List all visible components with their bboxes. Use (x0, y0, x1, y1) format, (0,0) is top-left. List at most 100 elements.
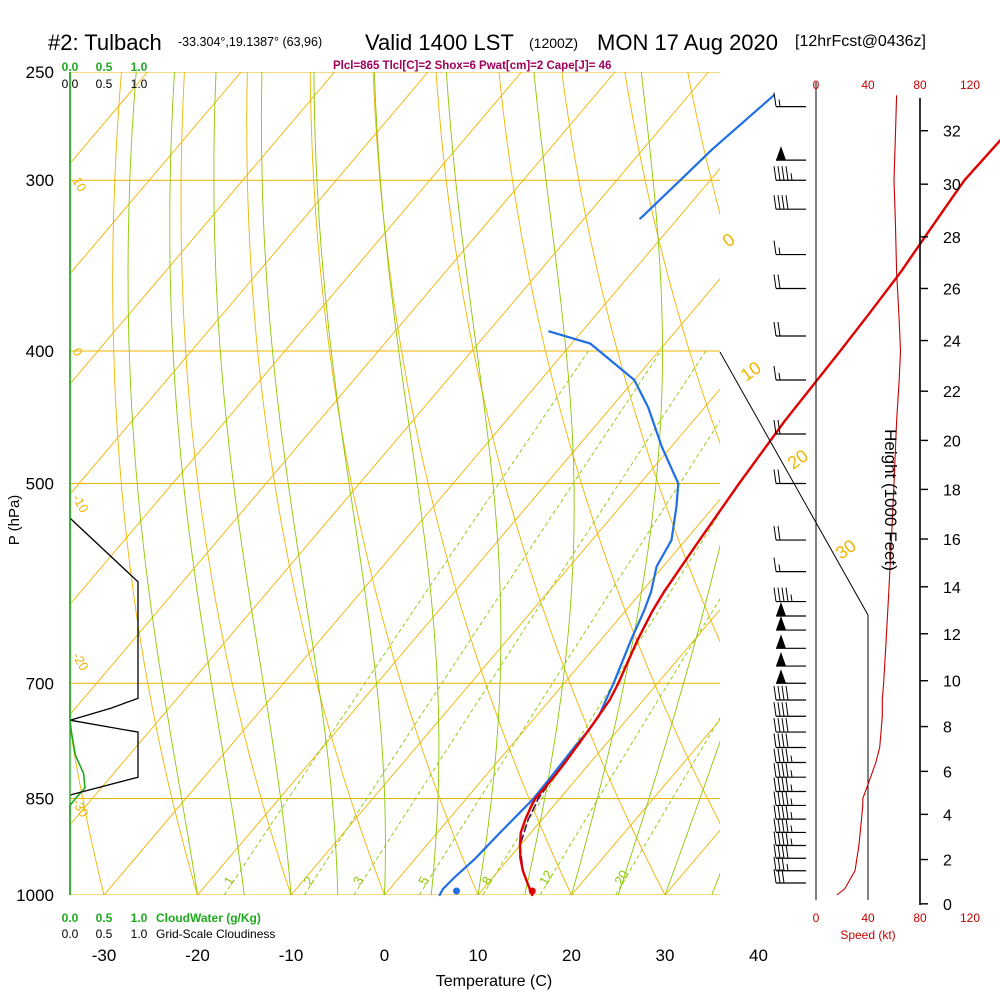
wind-barb-full (778, 718, 780, 732)
wind-barb-half (791, 838, 792, 845)
wind-barb (774, 763, 806, 777)
wind-barb-flag (776, 669, 786, 683)
wind-barb-full (786, 718, 788, 732)
wind-speed-tick-bottom: 40 (861, 911, 875, 925)
wind-barb-full (774, 588, 776, 602)
wind-barb (774, 749, 806, 763)
wind-barb (774, 195, 806, 209)
diagram-lines (0, 72, 1000, 895)
valid-date: MON 17 Aug 2020 (597, 30, 778, 56)
wind-barb-full (782, 718, 784, 732)
wind-barb-full (774, 749, 776, 763)
temperature-tick-label: 30 (656, 946, 675, 965)
wind-barb (774, 702, 806, 716)
temperature-tick-label: 20 (562, 946, 581, 965)
mixing-ratio-label: 1 (220, 874, 237, 888)
wind-barb-half (791, 825, 792, 832)
height-tick-label: 24 (943, 334, 961, 351)
wind-barb (774, 805, 806, 819)
wind-barb-full (786, 791, 788, 805)
wind-barb-full (774, 166, 776, 180)
wind-barb-full (778, 322, 780, 336)
wind-barb-full (782, 831, 784, 845)
wind-barb (774, 93, 806, 107)
surface-temperature-dot (529, 888, 536, 895)
valid-time: Valid 1400 LST (365, 30, 514, 56)
height-tick-label: 0 (943, 897, 952, 914)
surface-dewpoint-dot (453, 888, 460, 895)
wind-barb (774, 420, 806, 434)
height-tick-label: 6 (943, 764, 952, 781)
wind-barb (776, 146, 806, 160)
wind-barb-full (786, 749, 788, 763)
wind-speed-tick-top: 80 (913, 78, 927, 92)
isotherm-label: -30 (69, 796, 91, 820)
wind-barb-full (786, 831, 788, 845)
wind-barb (776, 669, 806, 683)
wind-barb-half (791, 798, 792, 805)
wind-barb (774, 526, 806, 540)
wind-barb-full (786, 166, 788, 180)
wind-barb-full (782, 686, 784, 700)
temperature-tick-label: 0 (380, 946, 389, 965)
wind-barb-full (786, 588, 788, 602)
wind-barb-full (778, 588, 780, 602)
wind-barb-half (791, 173, 792, 180)
wind-barb-half (791, 770, 792, 777)
profile-lines (440, 95, 1000, 895)
mixing-ratio-line (224, 351, 588, 895)
cloudiness-tick-top: 1.0 (131, 77, 148, 91)
wind-barb-half (779, 373, 780, 380)
wind-barb (774, 322, 806, 336)
pressure-tick-label: 1000 (16, 886, 54, 905)
wind-barb-full (774, 857, 776, 871)
wind-barb-full (774, 420, 776, 434)
cloud-water-tick-top: 1.0 (131, 60, 148, 74)
wind-barb-full (778, 777, 780, 791)
height-tick-label: 30 (943, 177, 961, 194)
wind-barb-half (779, 100, 780, 107)
height-tick-label: 8 (943, 720, 952, 737)
cloud-water-tick-bottom: 1.0 (131, 911, 148, 925)
wind-barb-full (778, 805, 780, 819)
station-title: #2: Tulbach (48, 30, 162, 56)
sounding-parameters: Plcl=865 Tlcl[C]=2 Shox=6 Pwat[cm]=2 Cap… (333, 60, 611, 72)
valid-zulu: (1200Z) (529, 35, 578, 51)
wind-barb-full (778, 166, 780, 180)
wind-barb-full (778, 763, 780, 777)
cloud-water-tick-bottom: 0.5 (96, 911, 113, 925)
wind-barb-full (782, 749, 784, 763)
dewpoint-line (440, 331, 679, 895)
wind-barb (776, 634, 806, 648)
wind-barb-full (774, 274, 776, 288)
height-tick-label: 14 (943, 580, 961, 597)
wind-barb (774, 818, 806, 832)
wind-barb-flag (776, 616, 786, 630)
temperature-tick-label: -20 (185, 946, 210, 965)
forecast-info: [12hrFcst@0436z] (795, 33, 926, 51)
wind-barb (774, 844, 806, 858)
wind-speed-tick-bottom: 0 (813, 911, 820, 925)
wind-barb-full (774, 93, 776, 107)
wind-barb-full (782, 777, 784, 791)
wind-barb-full (778, 831, 780, 845)
cloudiness-label: Grid-Scale Cloudiness (156, 927, 275, 941)
wind-barb (774, 831, 806, 845)
mixing-ratio-label: 20 (611, 867, 631, 887)
wind-barb-flag (776, 634, 786, 648)
y-axis-label: P (hPa) (6, 495, 23, 546)
wind-barb-full (774, 686, 776, 700)
cloud-water-tick-bottom: 0.0 (62, 911, 79, 925)
wind-barb-full (786, 805, 788, 819)
wind-barb-flag (776, 652, 786, 666)
pressure-tick-label: 500 (26, 475, 54, 494)
wind-barb-full (778, 733, 780, 747)
wind-barb-full (778, 818, 780, 832)
wind-speed-tick-top: 120 (960, 78, 980, 92)
dry-adiabat-label: 0 (719, 229, 739, 251)
wind-barb-full (786, 686, 788, 700)
wind-barb-full (782, 733, 784, 747)
wind-barb-full (778, 274, 780, 288)
wind-barb (774, 366, 806, 380)
